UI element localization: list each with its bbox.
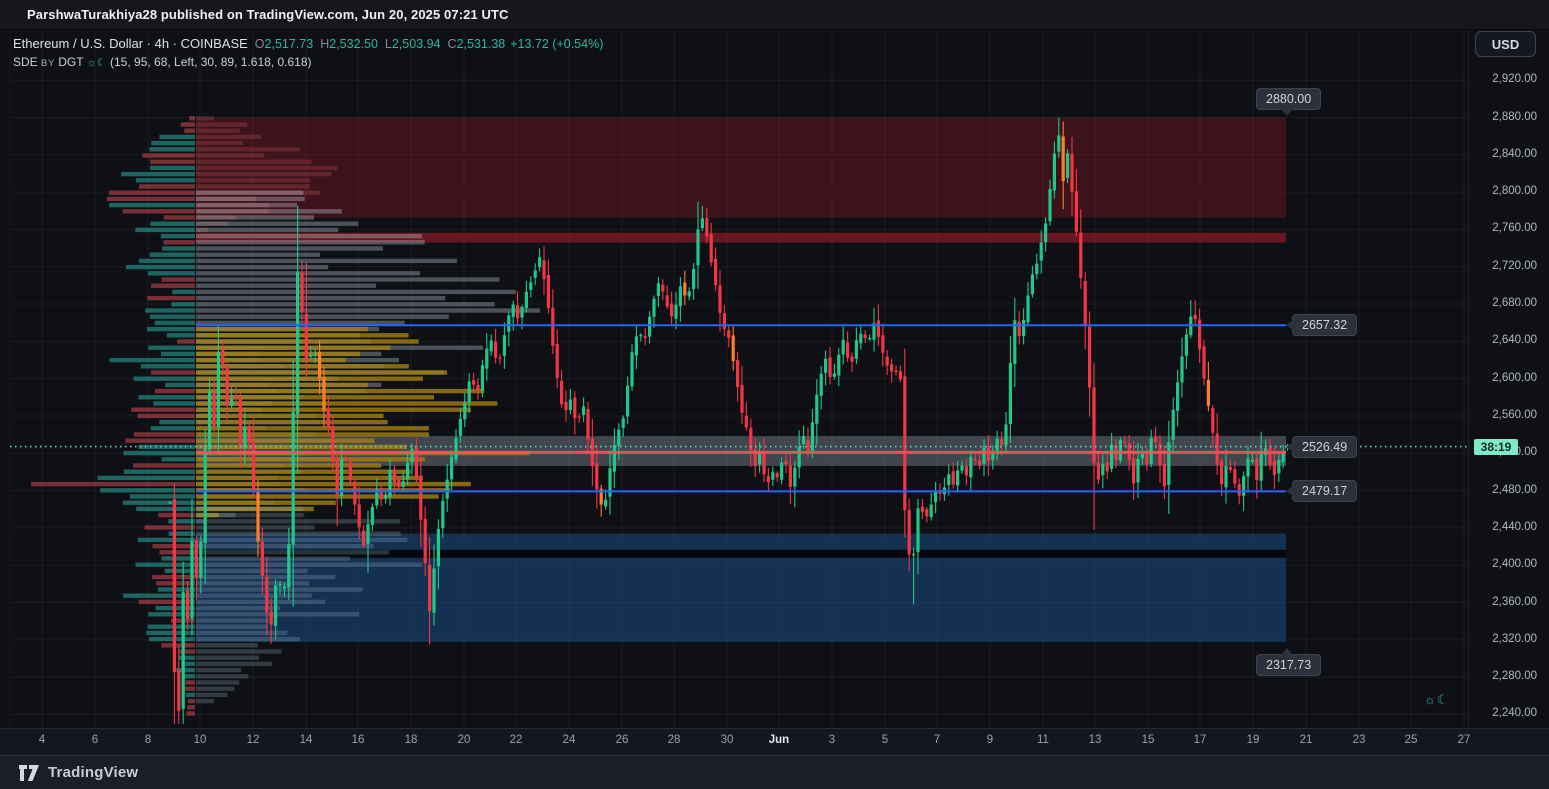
footer-brand-text[interactable]: TradingView (48, 764, 139, 781)
time-axis-label: 15 (1141, 734, 1155, 746)
price-axis-label: 2,720.00 (1492, 259, 1537, 272)
sun-moon-icon: ☼☾ (86, 57, 107, 69)
indicator-watermark-icon: ☼☾ (1424, 692, 1450, 707)
time-axis-label: 24 (562, 734, 576, 746)
high-value: 2,532.50 (329, 37, 378, 51)
time-axis-label: 6 (91, 734, 99, 746)
price-axis-label: 2,840.00 (1492, 147, 1537, 160)
time-axis-label: 25 (1404, 734, 1418, 746)
time-axis-label: 23 (1352, 734, 1366, 746)
price-axis-label: 2,240.00 (1492, 707, 1537, 720)
demand-zone (196, 557, 1286, 642)
price-axis-label: 2,880.00 (1492, 110, 1537, 123)
price-axis-label: 2,560.00 (1492, 408, 1537, 421)
indicator-name: SDE (13, 55, 38, 69)
time-axis-label: 7 (933, 734, 941, 746)
symbol-legend-row[interactable]: Ethereum / U.S. Dollar · 4h · COINBASE O2… (13, 35, 603, 53)
time-axis-label: 16 (351, 734, 365, 746)
price-axis-label: 2,360.00 (1492, 595, 1537, 608)
indicator-legend-row[interactable]: SDE BY DGT ☼☾ (15, 95, 68, Left, 30, 89,… (13, 54, 603, 72)
bar-countdown-badge[interactable]: 38:19 (1474, 439, 1518, 455)
price-axis-label: 2,600.00 (1492, 371, 1537, 384)
low-label: L (384, 37, 392, 51)
price-axis-label: 2,640.00 (1492, 334, 1537, 347)
indicator-by: BY (41, 58, 55, 69)
low-value: 2,503.94 (391, 37, 441, 51)
symbol-title: Ethereum / U.S. Dollar · 4h · COINBASE (13, 36, 248, 51)
time-axis-label: 12 (246, 734, 260, 746)
price-axis-label: 2,760.00 (1492, 222, 1537, 235)
high-label: H (320, 37, 330, 51)
time-axis-label: 17 (1193, 734, 1207, 746)
time-axis-label: 21 (1299, 734, 1313, 746)
open-label: O (254, 37, 265, 51)
time-axis-label: 13 (1088, 734, 1102, 746)
price-axis-label: 2,280.00 (1492, 670, 1537, 683)
chart-legend: Ethereum / U.S. Dollar · 4h · COINBASE O2… (13, 35, 603, 72)
price-axis-label: 2,680.00 (1492, 297, 1537, 310)
time-axis-label: 19 (1246, 734, 1260, 746)
tradingview-logo-icon[interactable] (18, 764, 40, 782)
time-axis-label: Jun (768, 734, 790, 746)
time-axis-label: 3 (828, 734, 836, 746)
time-axis-label: 5 (881, 734, 889, 746)
change-value: +13.72 (+0.54%) (510, 37, 604, 51)
time-axis-label: 30 (720, 734, 734, 746)
indicator-author: DGT (58, 55, 84, 69)
time-axis-label: 9 (986, 734, 994, 746)
time-axis-label: 18 (404, 734, 418, 746)
time-axis-label: 4 (38, 734, 46, 746)
time-axis-label: 11 (1037, 734, 1049, 746)
time-axis-label: 26 (615, 734, 629, 746)
resistance-level-badge: 2657.32 (1285, 314, 1358, 337)
published-header-bar: ParshwaTurakhiya28 published on TradingV… (0, 0, 1549, 30)
time-axis-label: 20 (457, 734, 471, 746)
time-axis[interactable]: 4 6 8 10 12 14 16 18 20 22 24 26 28 30 Jun 3 5 7 9 11 13 15 17… (0, 728, 1549, 755)
price-axis-label: 2,800.00 (1492, 185, 1537, 198)
mid-level-badge: 2526.49 (1285, 436, 1358, 459)
currency-toggle-button[interactable]: USD (1475, 31, 1536, 57)
time-axis-label: 28 (667, 734, 681, 746)
close-label: C (447, 37, 457, 51)
time-axis-label: 14 (299, 734, 313, 746)
footer-bar: TradingView (0, 755, 1549, 789)
time-axis-label: 27 (1457, 734, 1471, 746)
time-axis-label: 10 (193, 734, 207, 746)
time-axis-label: 22 (509, 734, 523, 746)
demand-zone-badge: 2317.73 (1256, 647, 1322, 676)
supply-zone-badge: 2880.00 (1256, 87, 1322, 116)
supply-zone (196, 117, 1286, 218)
price-axis-label: 2,480.00 (1492, 483, 1537, 496)
demand-gap (196, 549, 1286, 558)
price-axis-label: 2,400.00 (1492, 558, 1537, 571)
time-axis-label: 8 (144, 734, 152, 746)
price-axis-label: 2,440.00 (1492, 520, 1537, 533)
published-header-text: ParshwaTurakhiya28 published on TradingV… (27, 7, 509, 22)
price-axis-label: 2,920.00 (1492, 73, 1537, 86)
supply-band (196, 232, 1286, 243)
price-axis[interactable]: 2,920.00 2,880.00 2,840.00 2,800.00 2,760.00… (1468, 30, 1549, 728)
indicator-params: (15, 95, 68, Left, 30, 89, 1.618, 0.618) (110, 55, 312, 69)
demand-strip (196, 533, 1286, 550)
close-value: 2,531.38 (456, 37, 506, 51)
open-value: 2,517.73 (264, 37, 314, 51)
support-level-badge: 2479.17 (1285, 480, 1358, 503)
price-axis-label: 2,320.00 (1492, 632, 1537, 645)
